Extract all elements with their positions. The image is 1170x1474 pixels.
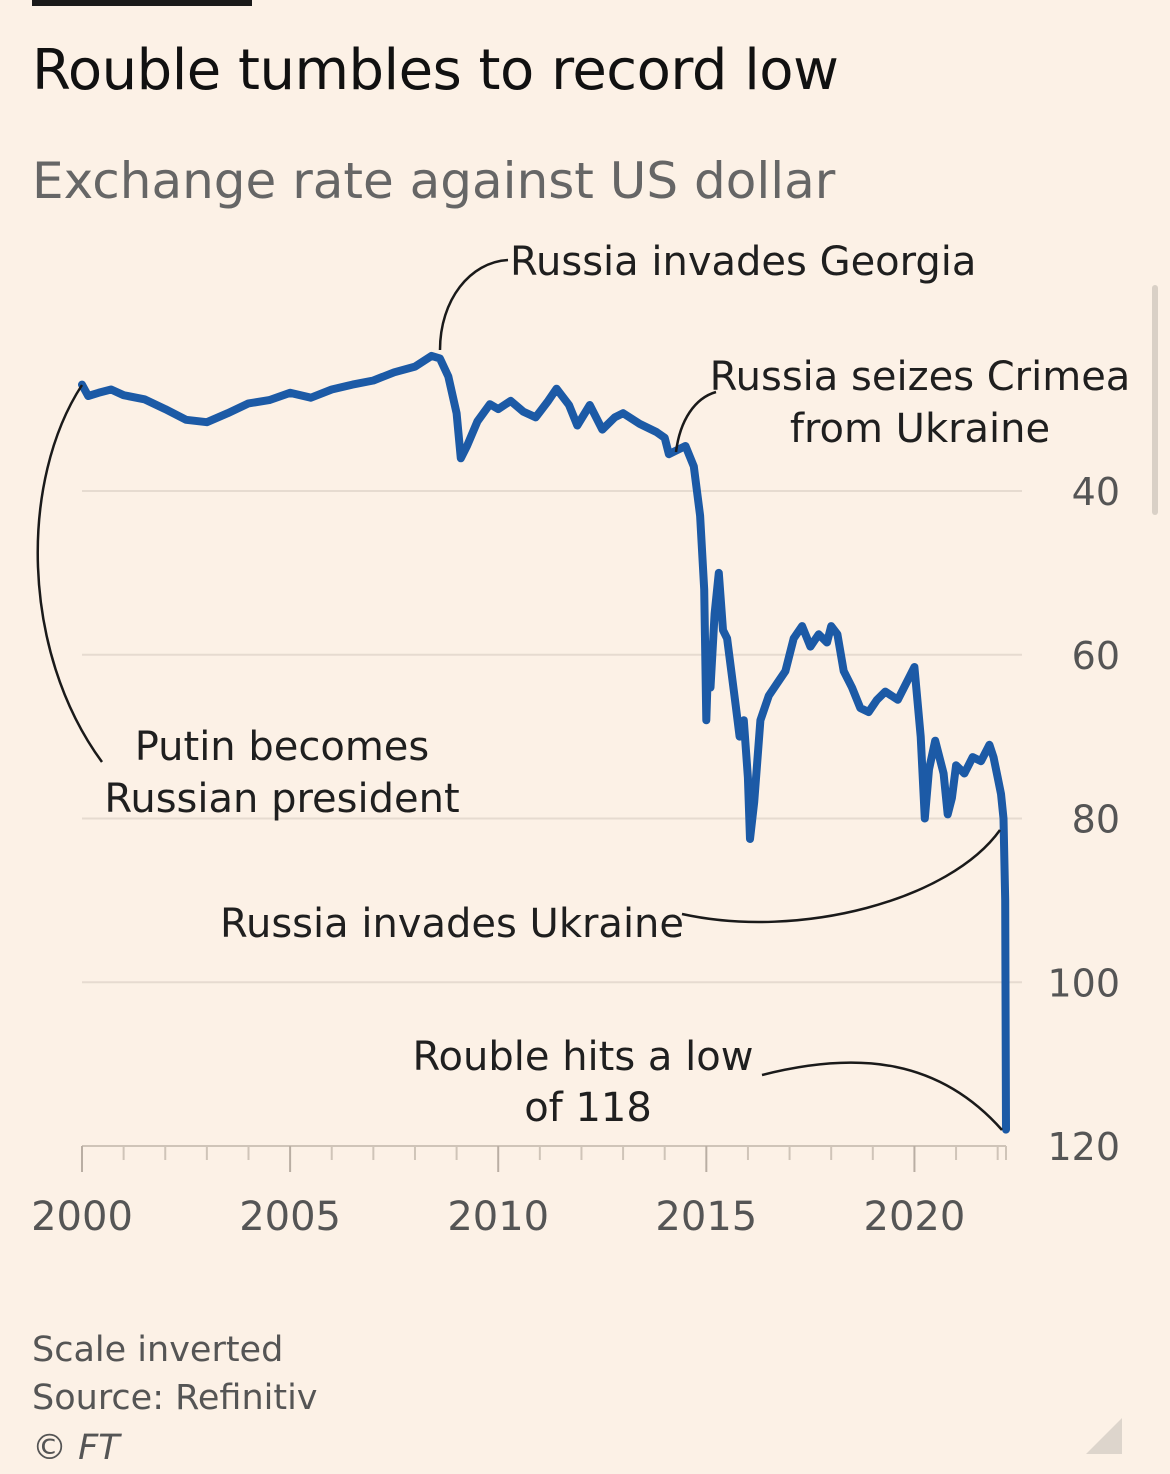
resize-corner-icon[interactable] [1086,1418,1122,1454]
scale-note: Scale inverted [32,1330,284,1370]
scrollbar-handle[interactable] [1152,285,1158,515]
annotation-leader [438,258,509,351]
annotation-label: Russia seizes Crimea [710,354,1131,400]
annotation-leader [674,390,717,453]
chart-subtitle: Exchange rate against US dollar [32,152,836,210]
annotation-label: Putin becomes [135,724,430,770]
source-note: Source: Refinitiv [32,1378,318,1418]
annotation-label: Rouble hits a low [413,1034,754,1080]
chart-title: Rouble tumbles to record low [32,38,839,103]
y-tick-label: 40 [1072,470,1120,514]
x-tick-label: 2020 [864,1194,966,1240]
annotation-leader [681,829,1002,924]
y-tick-label: 80 [1072,798,1120,842]
annotation-label: Russian president [104,776,459,822]
x-tick-label: 2010 [447,1194,549,1240]
annotation-label: Russia invades Georgia [510,239,976,285]
annotation-label: of 118 [524,1085,652,1131]
x-tick-label: 2000 [31,1194,133,1240]
y-tick-label: 120 [1047,1125,1120,1169]
copyright-note: © FT [32,1428,120,1468]
top-accent-bar [32,0,252,6]
annotation-leader [36,384,104,763]
annotation-leader [761,1061,1003,1131]
annotation-label: Russia invades Ukraine [220,901,684,947]
rouble-series-line [78,351,1010,1134]
y-tick-label: 60 [1072,634,1120,678]
chart-area: 40 60 80 100 120 2000 2005 2010 2015 2020 Putin be… [31,239,1131,1240]
x-tick-label: 2005 [239,1194,341,1240]
annotation-label: from Ukraine [790,406,1050,452]
x-tick-label: 2015 [655,1194,757,1240]
y-tick-label: 100 [1047,961,1120,1005]
